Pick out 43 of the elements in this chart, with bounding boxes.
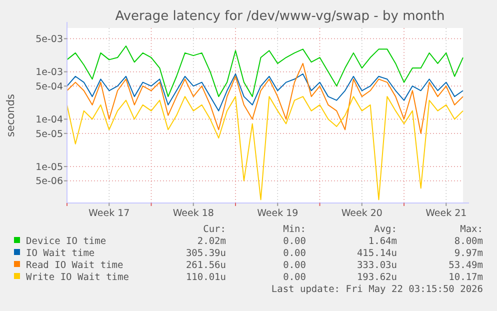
text: Avg: <box>374 224 397 235</box>
text: 0.00 <box>283 236 306 247</box>
text: Max: <box>460 224 483 235</box>
text: 110.01u <box>186 272 226 283</box>
legend-label: Read IO Wait time <box>26 260 124 271</box>
text: 8.00m <box>454 236 484 247</box>
x-tick-label: Week 17 <box>88 208 130 219</box>
y-tick-label: 5e-06 <box>36 176 63 188</box>
line-series <box>66 62 464 134</box>
y-tick-label: 5e-03 <box>36 34 63 45</box>
text: 53.49m <box>448 260 484 271</box>
x-tick-label: Week 19 <box>257 208 298 219</box>
legend-label: IO Wait time <box>26 248 95 259</box>
x-tick-label: Week 21 <box>426 208 467 219</box>
text: 0.00 <box>283 272 306 283</box>
line-series <box>66 73 464 112</box>
text: 10.17m <box>448 272 484 283</box>
text: Min: <box>283 224 306 235</box>
y-axis-title: seconds <box>5 94 17 137</box>
y-tick-label: 1e-04 <box>36 114 63 126</box>
line-series <box>66 96 464 200</box>
text: 415.14u <box>356 248 397 259</box>
x-tick-label: Week 18 <box>172 208 214 219</box>
text: 333.03u <box>356 260 397 271</box>
legend-label: Write IO Wait time <box>26 272 130 283</box>
legend-label: Device IO time <box>26 236 106 247</box>
text: 9.97m <box>454 248 484 259</box>
text: 261.56u <box>186 260 226 271</box>
chart-title: Average latency for /dev/www-vg/swap - by month <box>115 9 445 24</box>
y-tick-label: 5e-04 <box>36 81 63 92</box>
line-series <box>66 46 464 98</box>
y-tick-label: 1e-05 <box>36 162 63 173</box>
text: 1.64m <box>368 236 398 247</box>
text: 0.00 <box>283 260 306 271</box>
y-tick-label: 5e-05 <box>36 128 63 140</box>
text: Cur: <box>203 224 226 235</box>
x-tick-label: Week 20 <box>341 208 382 219</box>
text: Last update: Fri May 22 03:15:50 2026 <box>271 284 484 295</box>
y-tick-label: 1e-03 <box>36 67 63 78</box>
text: 2.02m <box>197 236 226 247</box>
text: 305.39u <box>186 248 226 259</box>
text: 0.00 <box>283 248 306 259</box>
text: 193.62u <box>356 272 397 283</box>
